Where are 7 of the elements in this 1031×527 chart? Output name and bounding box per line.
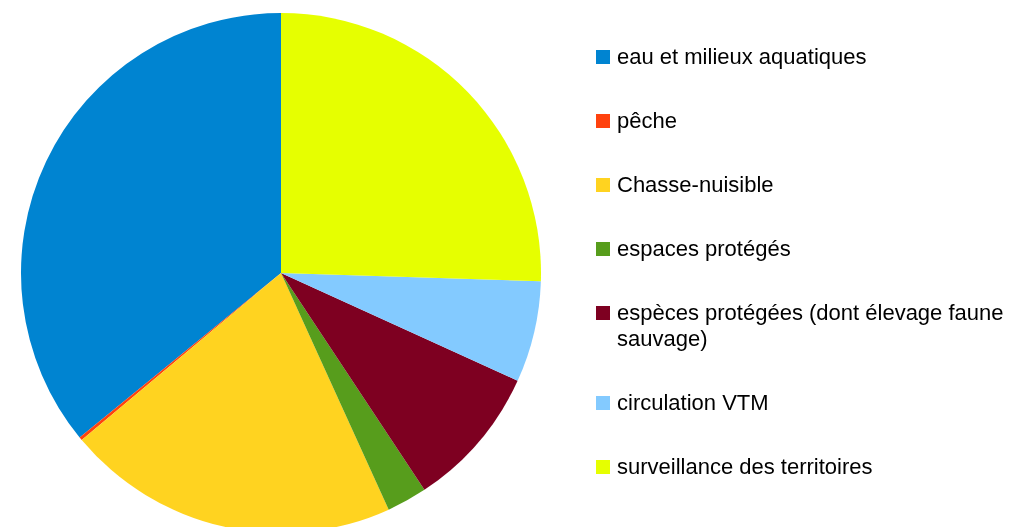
- legend-label: circulation VTM: [617, 390, 769, 416]
- legend-label: Chasse-nuisible: [617, 172, 774, 198]
- legend-label: surveillance des territoires: [617, 454, 873, 480]
- legend-label: pêche: [617, 108, 677, 134]
- legend-label: eau et milieux aquatiques: [617, 44, 867, 70]
- legend-label: espèces protégées (dont élevage faune sauvage): [617, 300, 1005, 352]
- legend-label: espaces protégés: [617, 236, 791, 262]
